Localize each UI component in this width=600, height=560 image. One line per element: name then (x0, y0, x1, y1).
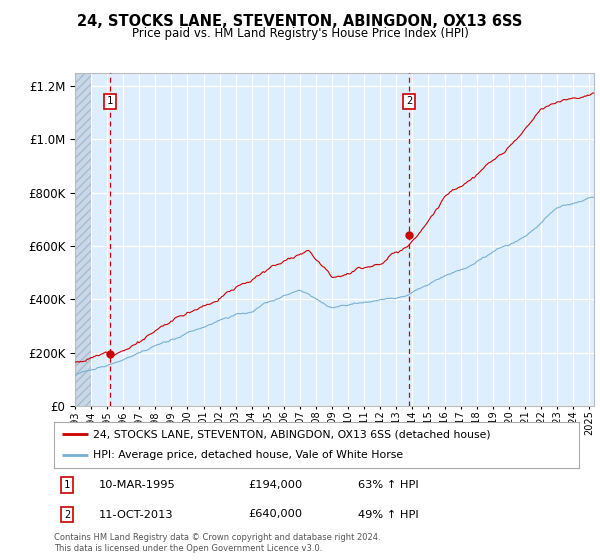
Text: Price paid vs. HM Land Registry's House Price Index (HPI): Price paid vs. HM Land Registry's House … (131, 27, 469, 40)
Text: 1: 1 (107, 96, 113, 106)
Text: £640,000: £640,000 (248, 510, 302, 520)
Text: Contains HM Land Registry data © Crown copyright and database right 2024.
This d: Contains HM Land Registry data © Crown c… (54, 533, 380, 553)
Text: HPI: Average price, detached house, Vale of White Horse: HPI: Average price, detached house, Vale… (94, 450, 404, 460)
Bar (75, 73, 91, 406)
Text: 2: 2 (64, 510, 70, 520)
Text: 24, STOCKS LANE, STEVENTON, ABINGDON, OX13 6SS (detached house): 24, STOCKS LANE, STEVENTON, ABINGDON, OX… (94, 429, 491, 439)
Text: 2: 2 (406, 96, 412, 106)
Text: 1: 1 (64, 480, 70, 490)
Text: 24, STOCKS LANE, STEVENTON, ABINGDON, OX13 6SS: 24, STOCKS LANE, STEVENTON, ABINGDON, OX… (77, 14, 523, 29)
Text: 10-MAR-1995: 10-MAR-1995 (98, 480, 175, 490)
Text: 49% ↑ HPI: 49% ↑ HPI (359, 510, 419, 520)
Text: 11-OCT-2013: 11-OCT-2013 (98, 510, 173, 520)
Text: 63% ↑ HPI: 63% ↑ HPI (359, 480, 419, 490)
Text: £194,000: £194,000 (248, 480, 302, 490)
